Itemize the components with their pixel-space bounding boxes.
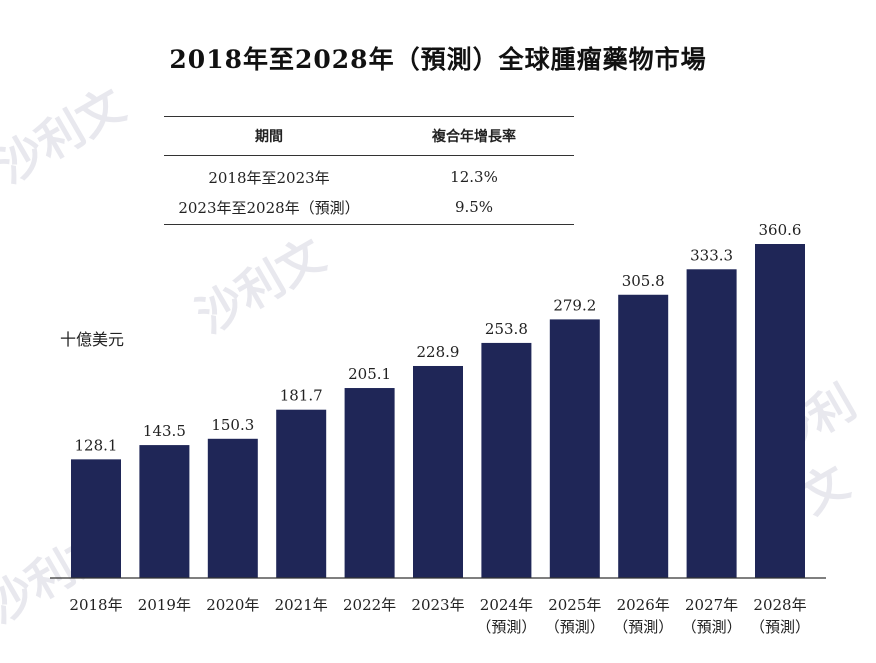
bar-value-label: 333.3 <box>690 246 733 264</box>
bar <box>413 365 463 578</box>
x-tick-label: 2020年 <box>206 596 259 614</box>
x-tick-label: 2024年 <box>480 596 533 614</box>
x-tick-sublabel: （預測） <box>682 618 742 636</box>
bar-value-label: 143.5 <box>143 422 186 440</box>
bar-value-label: 305.8 <box>622 272 665 290</box>
x-tick-label: 2018年 <box>69 596 122 614</box>
bar-value-label: 181.7 <box>280 387 323 405</box>
x-tick-label: 2025年 <box>548 596 601 614</box>
cagr-table: 期間 複合年增長率 2018年至2023年 12.3% 2023年至2028年（… <box>164 116 574 225</box>
period-header: 期間 <box>255 129 283 145</box>
x-tick-sublabel: （預測） <box>750 618 810 636</box>
bar <box>344 388 395 578</box>
bar <box>71 459 121 578</box>
cagr-table-header: 期間 複合年增長率 <box>164 117 574 156</box>
bar-value-label: 205.1 <box>348 365 391 383</box>
bar <box>139 445 190 578</box>
x-tick-label: 2027年 <box>685 596 738 614</box>
bar-value-label: 253.8 <box>485 320 528 338</box>
cagr-row: 2018年至2023年 12.3% <box>164 162 574 192</box>
x-tick-sublabel: （預測） <box>476 618 536 636</box>
bar-value-label: 128.1 <box>75 436 118 454</box>
bar <box>618 294 669 578</box>
bar <box>755 244 805 578</box>
bar-value-label: 150.3 <box>211 416 254 434</box>
x-tick-label: 2019年 <box>138 596 191 614</box>
period-cell: 2018年至2023年 <box>208 168 330 187</box>
chart-title: 2018年至2028年（預測）全球腫瘤藥物市場 <box>169 45 707 74</box>
cagr-header: 複合年增長率 <box>432 129 516 145</box>
bar <box>686 269 737 578</box>
rate-cell: 12.3% <box>450 168 498 186</box>
cagr-row: 2023年至2028年（預測） 9.5% <box>164 192 574 222</box>
x-tick-sublabel: （預測） <box>545 618 605 636</box>
bar <box>481 342 532 578</box>
x-tick-label: 2022年 <box>343 596 396 614</box>
x-tick-label: 2028年 <box>753 596 806 614</box>
x-tick-sublabel: （預測） <box>613 618 673 636</box>
bar <box>276 409 327 578</box>
bar-value-label: 279.2 <box>553 296 596 314</box>
y-axis-unit-label: 十億美元 <box>60 330 125 349</box>
bar <box>549 319 600 578</box>
x-tick-label: 2021年 <box>275 596 328 614</box>
bar <box>207 438 258 578</box>
bar-value-label: 360.6 <box>759 221 802 239</box>
period-cell: 2023年至2028年（預測） <box>178 198 360 217</box>
rate-cell: 9.5% <box>454 198 494 216</box>
bar-value-label: 228.9 <box>417 343 460 361</box>
x-tick-label: 2023年 <box>411 596 464 614</box>
x-tick-label: 2026年 <box>617 596 670 614</box>
